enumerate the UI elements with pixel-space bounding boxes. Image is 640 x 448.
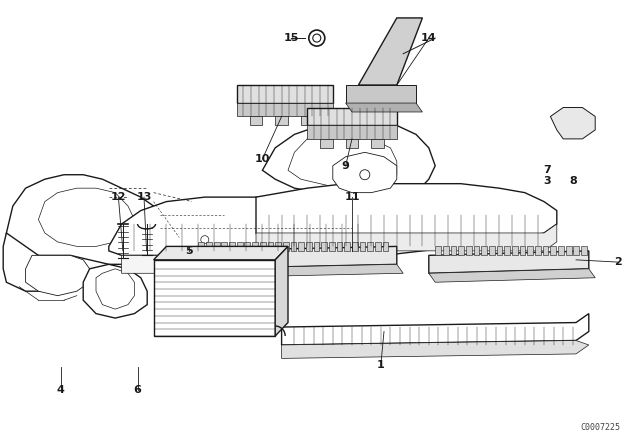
- Polygon shape: [250, 116, 262, 125]
- Text: 6: 6: [134, 385, 141, 395]
- Polygon shape: [206, 242, 212, 251]
- Polygon shape: [337, 242, 342, 251]
- Polygon shape: [333, 152, 397, 193]
- Polygon shape: [214, 242, 220, 251]
- Polygon shape: [229, 242, 235, 251]
- Polygon shape: [307, 125, 397, 139]
- Text: 4: 4: [57, 385, 65, 395]
- Polygon shape: [301, 116, 314, 125]
- Polygon shape: [474, 246, 479, 255]
- Polygon shape: [282, 314, 589, 345]
- Polygon shape: [344, 242, 350, 251]
- Text: 14: 14: [421, 33, 436, 43]
- Polygon shape: [535, 246, 541, 255]
- Polygon shape: [383, 242, 388, 251]
- Polygon shape: [451, 246, 456, 255]
- Polygon shape: [429, 269, 595, 282]
- Text: C0007225: C0007225: [581, 423, 621, 432]
- Polygon shape: [346, 103, 422, 112]
- Polygon shape: [6, 175, 173, 264]
- Polygon shape: [458, 246, 464, 255]
- Polygon shape: [581, 246, 587, 255]
- Polygon shape: [96, 269, 134, 309]
- Polygon shape: [346, 139, 358, 148]
- Text: 12: 12: [111, 192, 126, 202]
- Polygon shape: [466, 246, 472, 255]
- Polygon shape: [221, 242, 227, 251]
- Polygon shape: [543, 246, 548, 255]
- Polygon shape: [367, 242, 373, 251]
- Polygon shape: [154, 246, 288, 260]
- Polygon shape: [375, 242, 381, 251]
- Polygon shape: [550, 246, 556, 255]
- Polygon shape: [275, 116, 288, 125]
- Polygon shape: [275, 246, 288, 336]
- Polygon shape: [122, 255, 141, 269]
- Polygon shape: [3, 233, 64, 291]
- Text: 2: 2: [614, 257, 621, 267]
- Text: 1: 1: [377, 360, 385, 370]
- Text: 7: 7: [543, 165, 551, 175]
- Polygon shape: [198, 242, 204, 251]
- Text: 11: 11: [344, 192, 360, 202]
- Polygon shape: [320, 139, 333, 148]
- Polygon shape: [192, 246, 397, 269]
- Text: 15: 15: [284, 33, 299, 43]
- Polygon shape: [306, 242, 312, 251]
- Polygon shape: [504, 246, 510, 255]
- Polygon shape: [237, 242, 243, 251]
- Text: 3: 3: [543, 177, 551, 186]
- Polygon shape: [252, 242, 258, 251]
- Text: 9: 9: [342, 161, 349, 171]
- Polygon shape: [489, 246, 495, 255]
- Polygon shape: [109, 197, 384, 255]
- Polygon shape: [192, 264, 403, 278]
- Polygon shape: [291, 242, 296, 251]
- Polygon shape: [256, 184, 557, 260]
- Polygon shape: [154, 260, 275, 336]
- Polygon shape: [256, 224, 557, 251]
- Polygon shape: [321, 242, 327, 251]
- Polygon shape: [566, 246, 572, 255]
- Polygon shape: [314, 242, 319, 251]
- Polygon shape: [346, 85, 416, 103]
- Polygon shape: [268, 242, 273, 251]
- Polygon shape: [26, 255, 90, 296]
- Polygon shape: [558, 246, 564, 255]
- Polygon shape: [520, 246, 525, 255]
- Polygon shape: [527, 246, 533, 255]
- Polygon shape: [358, 85, 403, 94]
- Polygon shape: [435, 246, 441, 255]
- Polygon shape: [288, 134, 397, 188]
- Polygon shape: [307, 108, 397, 125]
- Polygon shape: [262, 121, 435, 202]
- Polygon shape: [275, 242, 281, 251]
- Polygon shape: [550, 108, 595, 139]
- Text: 13: 13: [136, 192, 152, 202]
- Text: 8: 8: [569, 177, 577, 186]
- Polygon shape: [481, 246, 487, 255]
- Polygon shape: [298, 242, 304, 251]
- Polygon shape: [360, 242, 365, 251]
- Polygon shape: [122, 251, 384, 273]
- Polygon shape: [260, 242, 266, 251]
- Polygon shape: [443, 246, 449, 255]
- Polygon shape: [283, 242, 289, 251]
- Polygon shape: [573, 246, 579, 255]
- Polygon shape: [38, 188, 134, 246]
- Polygon shape: [329, 242, 335, 251]
- Text: 5: 5: [185, 246, 193, 256]
- Polygon shape: [83, 264, 147, 318]
- Polygon shape: [512, 246, 518, 255]
- Polygon shape: [352, 242, 358, 251]
- Text: 10: 10: [255, 154, 270, 164]
- Polygon shape: [237, 85, 333, 103]
- Polygon shape: [371, 139, 384, 148]
- Polygon shape: [244, 242, 250, 251]
- Polygon shape: [497, 246, 502, 255]
- Polygon shape: [358, 18, 422, 85]
- Polygon shape: [282, 340, 589, 358]
- Polygon shape: [237, 103, 333, 116]
- Polygon shape: [429, 251, 589, 273]
